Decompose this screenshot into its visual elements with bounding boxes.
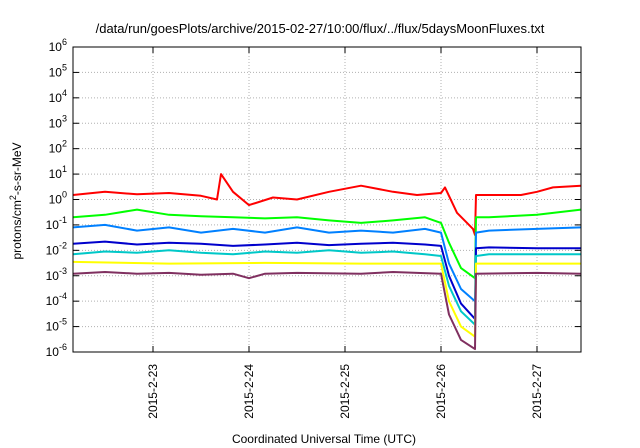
y-axis-label: protons/cm2-s-sr-MeV [8,142,24,259]
y-tick-label: 10-6 [46,342,67,359]
y-tick-label: 102 [49,139,67,156]
x-tick-label: 2015-2-23 [146,364,160,419]
y-tick-label: 105 [49,62,67,79]
series-group [72,173,582,351]
y-tick-label: 10-4 [46,291,67,308]
y-tick-label: 103 [49,113,67,130]
y-tick-label: 106 [49,37,67,54]
series-line [72,249,581,326]
y-tick-label: 101 [49,164,67,181]
y-tick-label: 10-3 [46,266,67,283]
y-tick-label: 104 [49,88,67,105]
series-line [72,223,582,303]
y-tick-label: 10-2 [46,240,67,257]
x-axis-label: Coordinated Universal Time (UTC) [232,432,416,446]
series-line [72,260,581,338]
y-axis-label-suffix: -s-sr-MeV [10,142,24,195]
axes: 10-6 10-5 10-4 10-3 10-2 10-1 100 101 102 103 104 1… [46,37,582,419]
y-axis-label-prefix: protons/cm [10,200,24,259]
x-tick-label: 2015-2-26 [434,364,448,419]
series-line [72,271,582,351]
chart-title: /data/run/goesPlots/archive/2015-02-27/1… [95,21,545,36]
series-line [72,240,581,320]
y-tick-label: 100 [49,190,67,207]
x-tick-label: 2015-2-24 [242,364,256,419]
series-line [72,208,582,280]
y-tick-label: 10-1 [46,215,67,232]
x-tick-label: 2015-2-27 [530,364,544,419]
y-tick-label: 10-5 [46,317,67,334]
plot-frame [72,46,582,353]
x-tick-label: 2015-2-25 [338,364,352,419]
y-axis-label-sup: 2 [8,195,18,200]
grid [73,47,581,352]
series-line [72,173,582,236]
